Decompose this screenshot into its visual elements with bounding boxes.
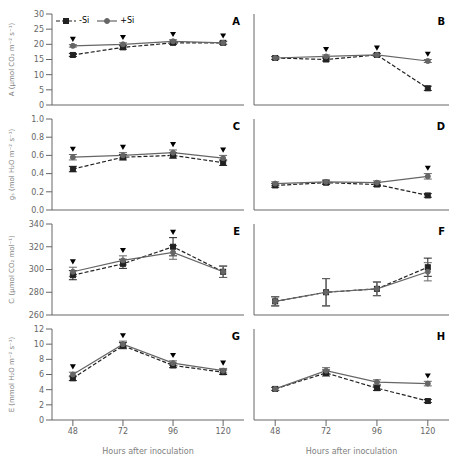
svg-text:48: 48	[68, 427, 78, 436]
html-text:C: C	[232, 121, 240, 132]
svg-text:48: 48	[270, 427, 280, 436]
svg-text:0: 0	[39, 101, 44, 110]
svg-text:20: 20	[34, 40, 44, 49]
svg-text:96: 96	[372, 427, 382, 436]
svg-text:8: 8	[39, 355, 44, 364]
html-text:D: D	[436, 121, 445, 132]
svg-text:E (mmol H₂O m⁻² s⁻¹): E (mmol H₂O m⁻² s⁻¹)	[8, 336, 16, 412]
svg-text:2: 2	[39, 401, 44, 410]
svg-text:72: 72	[321, 427, 331, 436]
svg-text:120: 120	[420, 427, 435, 436]
svg-text:gₛ (mol H₂O m⁻² s⁻¹): gₛ (mol H₂O m⁻² s⁻¹)	[8, 128, 16, 200]
svg-text:12: 12	[34, 325, 44, 334]
svg-text:0.4: 0.4	[31, 169, 44, 178]
html-text:-Si: -Si	[79, 16, 90, 25]
html-text:H: H	[436, 331, 445, 342]
svg-text:Hours after inoculation: Hours after inoculation	[306, 447, 398, 456]
svg-text:320: 320	[29, 243, 44, 252]
svg-text:340: 340	[29, 220, 44, 229]
html-text:A: A	[232, 16, 240, 27]
svg-text:10: 10	[34, 71, 44, 80]
svg-text:260: 260	[29, 311, 44, 320]
html-text:E: E	[233, 226, 240, 237]
svg-text:120: 120	[215, 427, 230, 436]
svg-text:0.6: 0.6	[31, 151, 44, 160]
svg-text:25: 25	[34, 25, 44, 34]
html-text:B: B	[437, 16, 445, 27]
svg-text:4: 4	[39, 386, 44, 395]
html-text:F: F	[438, 226, 445, 237]
svg-text:6: 6	[39, 370, 44, 379]
svg-text:15: 15	[34, 55, 44, 64]
svg-text:30: 30	[34, 10, 44, 19]
svg-text:96: 96	[168, 427, 178, 436]
svg-text:10: 10	[34, 340, 44, 349]
svg-text:1.0: 1.0	[31, 115, 44, 124]
svg-text:5: 5	[39, 86, 44, 95]
svg-text:Hours after inoculation: Hours after inoculation	[102, 447, 194, 456]
svg-text:280: 280	[29, 288, 44, 297]
svg-text:0.2: 0.2	[31, 188, 44, 197]
svg-text:0: 0	[39, 416, 44, 425]
svg-text:300: 300	[29, 265, 44, 274]
html-text:+Si: +Si	[120, 16, 135, 25]
svg-text:Cᵢ (μmol CO₂ mol⁻¹): Cᵢ (μmol CO₂ mol⁻¹)	[8, 235, 16, 304]
svg-text:A (μmol CO₂ m⁻² s⁻¹): A (μmol CO₂ m⁻² s⁻¹)	[8, 23, 16, 97]
svg-text:72: 72	[118, 427, 128, 436]
svg-text:0.8: 0.8	[31, 133, 44, 142]
svg-text:0.0: 0.0	[31, 206, 44, 215]
html-text:G: G	[231, 331, 240, 342]
